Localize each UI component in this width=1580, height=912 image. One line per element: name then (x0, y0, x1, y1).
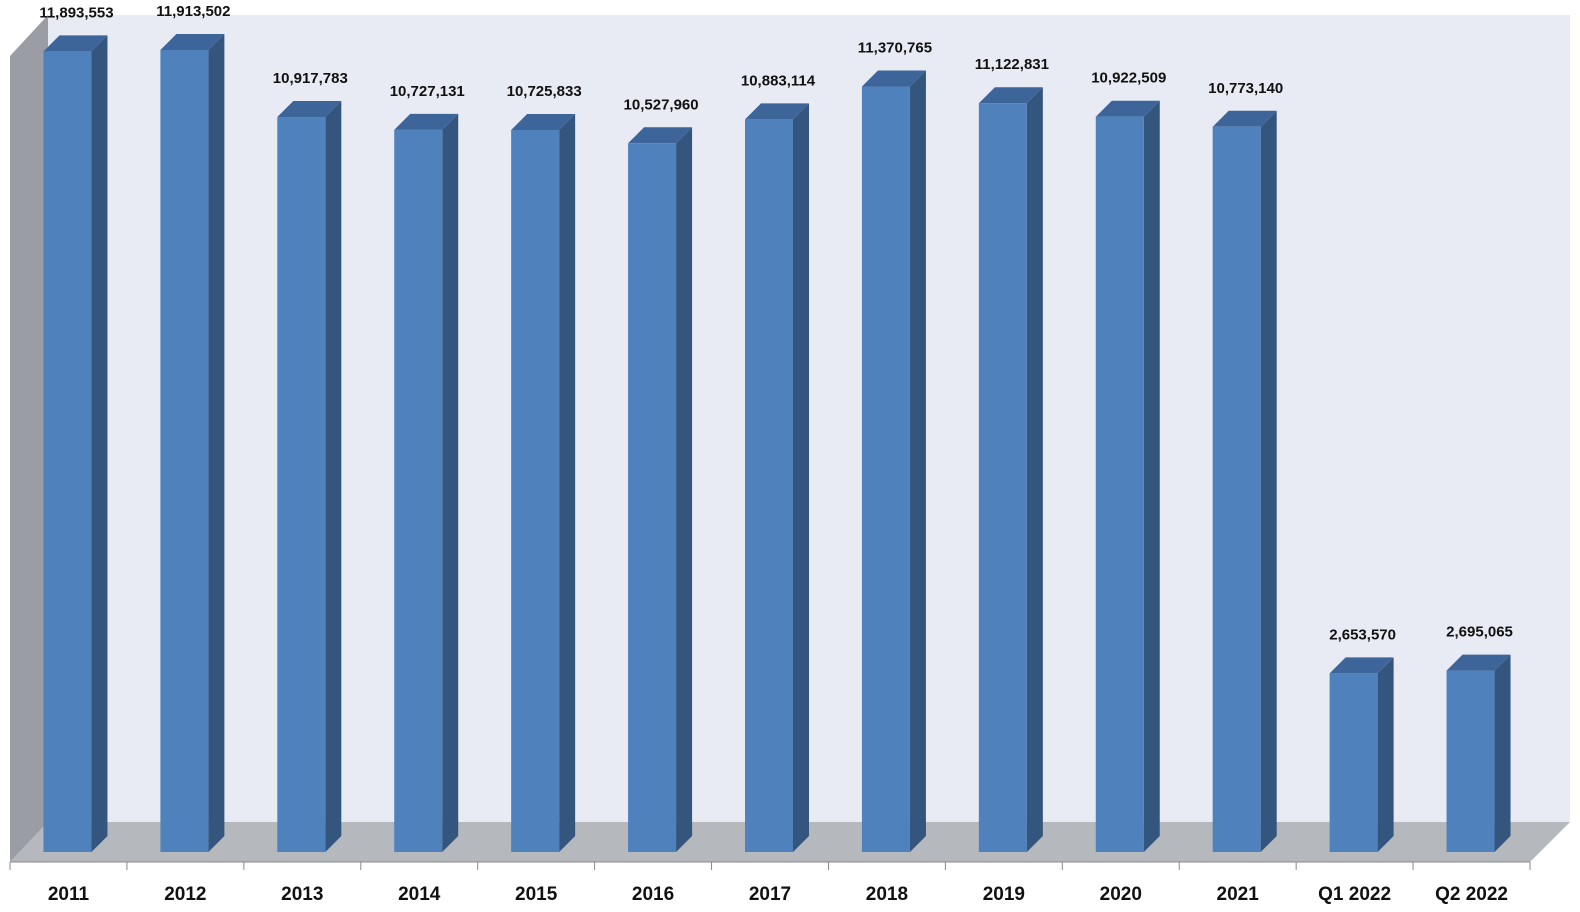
x-tick-label: 2015 (515, 884, 558, 905)
bar (511, 129, 560, 852)
bar-top (861, 70, 926, 87)
data-label: 11,893,553 (39, 4, 113, 21)
data-label: 10,727,131 (390, 83, 465, 100)
bar (745, 119, 793, 852)
bars-group (43, 34, 1511, 853)
x-tick-label: 2014 (398, 884, 441, 905)
data-label: 11,370,765 (858, 40, 932, 57)
bar (160, 50, 209, 852)
bar-side (1377, 657, 1394, 852)
bar (43, 51, 92, 852)
x-ticks-group (9, 862, 1531, 870)
bar (1446, 670, 1495, 852)
data-label: 11,913,502 (156, 3, 230, 20)
bar-top (745, 103, 809, 120)
labels-group: 11,893,553 2011 11,913,502 2012 10,917,783 20… (39, 3, 1513, 905)
bar-side (1143, 100, 1160, 853)
data-label: 10,922,509 (1091, 70, 1166, 87)
x-tick-label: 2021 (1217, 884, 1260, 905)
x-tick-label: 2011 (48, 884, 90, 905)
bar-top (1095, 100, 1160, 117)
data-label: 11,122,831 (975, 56, 1049, 73)
x-tick-label: 2012 (164, 884, 206, 905)
bar-side (325, 101, 342, 852)
data-label: 10,883,114 (741, 72, 816, 89)
bar-top (628, 127, 693, 144)
x-tick-label: Q1 2022 (1318, 884, 1391, 905)
bar-top (160, 34, 225, 50)
bar-top (394, 113, 459, 130)
x-tick-label: 2020 (1100, 884, 1142, 905)
bar-side (793, 103, 809, 852)
bar-side (91, 35, 108, 852)
x-tick-label: 2017 (749, 884, 791, 905)
bar-side (1026, 87, 1043, 852)
bar (277, 117, 326, 852)
bar (978, 103, 1027, 852)
bar (394, 129, 443, 852)
bar-side (208, 34, 225, 852)
data-label: 10,725,833 (507, 83, 582, 100)
bar-side (559, 113, 576, 852)
bar-side (676, 127, 693, 853)
side-wall (10, 15, 48, 862)
bar-side (1494, 654, 1511, 852)
bar (861, 86, 910, 853)
bar-top (511, 113, 576, 130)
data-label: 10,917,783 (273, 70, 348, 87)
x-tick-label: 2019 (983, 884, 1025, 905)
bar-top (43, 35, 108, 52)
bar-side (909, 70, 926, 853)
bar-side (442, 113, 459, 852)
bar (628, 143, 677, 853)
bar (1212, 126, 1261, 852)
bar-top (1212, 110, 1277, 127)
bar (1329, 673, 1378, 852)
bar-side (1260, 110, 1277, 852)
x-tick-label: 2013 (281, 884, 323, 905)
bar-top (277, 101, 342, 118)
data-label: 2,695,065 (1446, 624, 1513, 641)
x-tick-label: 2018 (866, 884, 908, 905)
data-label: 2,653,570 (1329, 626, 1396, 643)
x-tick-label: Q2 2022 (1435, 884, 1508, 905)
bar-top (978, 87, 1043, 104)
data-label: 10,527,960 (624, 96, 699, 113)
bar (1095, 116, 1144, 853)
bar-top (1446, 654, 1511, 671)
bar-top (1329, 657, 1394, 674)
x-tick-label: 2016 (632, 884, 674, 905)
data-label: 10,773,140 (1208, 80, 1283, 97)
